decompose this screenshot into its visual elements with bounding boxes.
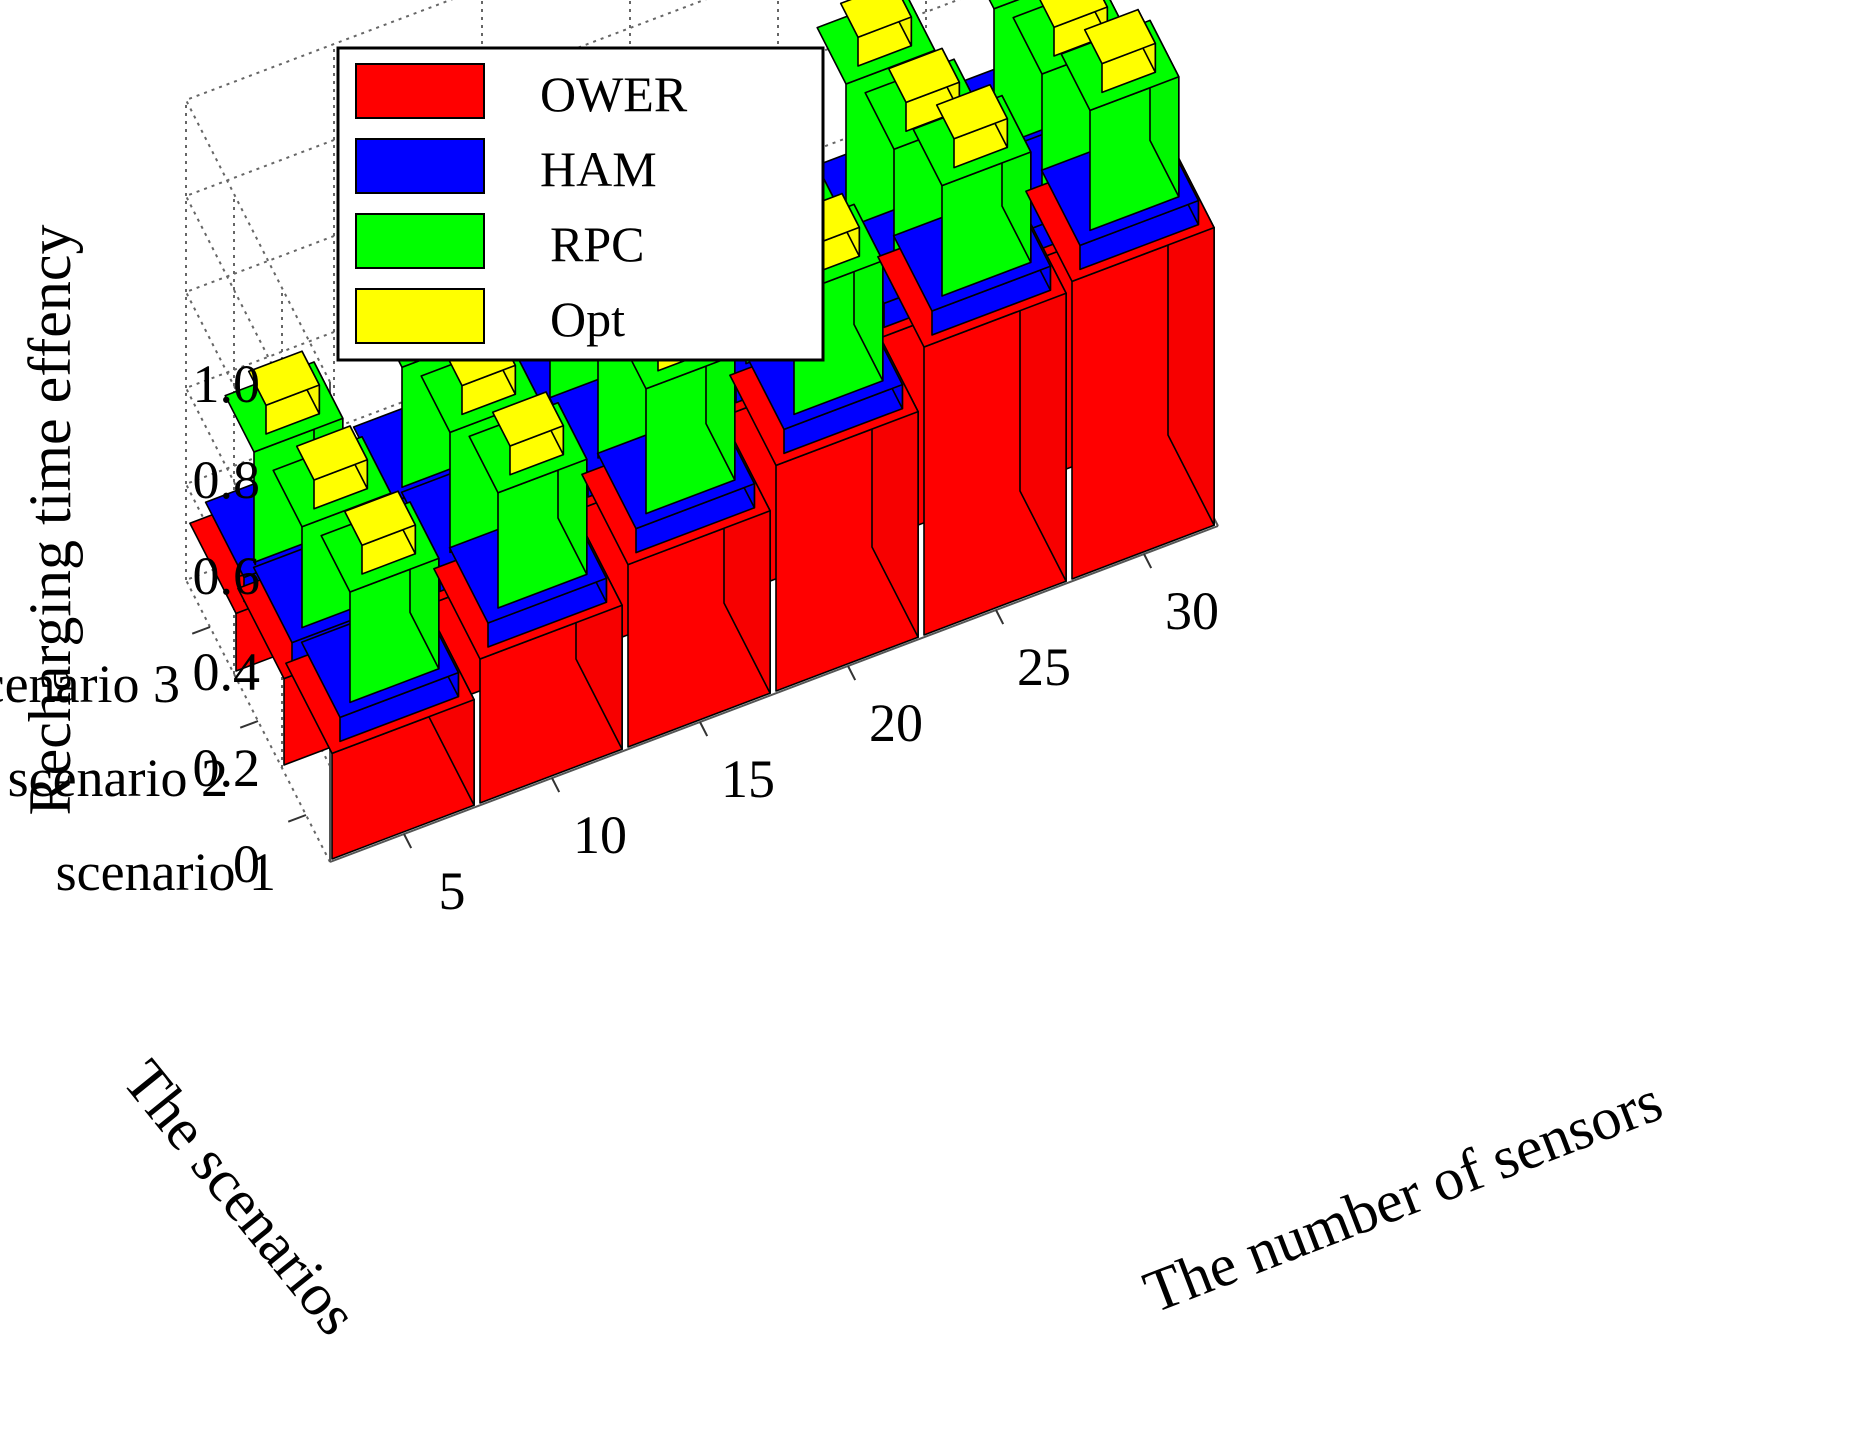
bar-opt-scenario2-30-top	[1039, 0, 1109, 29]
x-tick-label: 10	[573, 805, 627, 865]
bar-opt-scenario3-5-top	[247, 350, 321, 407]
x-tick-mark	[403, 833, 413, 849]
legend-swatch-ower	[355, 63, 485, 119]
legend-label-rpc: RPC	[550, 216, 645, 272]
x-tick-label: 25	[1017, 637, 1071, 697]
x-tick-mark	[551, 777, 561, 793]
y-tick-mark	[191, 626, 211, 635]
y-tick-label: scenario 2	[8, 748, 228, 808]
z-gridline	[184, 0, 454, 383]
x-axis-line	[329, 525, 1219, 863]
z-tick-label: 0.2	[193, 738, 261, 798]
z-tick-label: 0.6	[193, 546, 261, 606]
x-tick-label: 5	[439, 861, 466, 921]
x-tick-label: 30	[1165, 581, 1219, 641]
bar-opt-scenario1-10-top	[491, 391, 565, 447]
bar-opt-scenario1-10	[491, 391, 565, 476]
legend-label-opt: Opt	[550, 291, 625, 347]
z-tick-label: 0	[233, 834, 260, 894]
bar-opt-scenario3-25-top	[839, 0, 913, 39]
legend-label-ower: OWER	[540, 66, 688, 122]
y-tick-label: scenario 1	[56, 842, 276, 902]
bar-opt-scenario1-5	[343, 490, 417, 575]
legend: OWER HAM RPC Opt	[336, 46, 825, 362]
bar-rpc-scenario3-30-top	[988, 0, 1020, 10]
y-tick-mark	[239, 720, 259, 729]
bar-opt-scenario2-25-top	[887, 47, 961, 104]
bar-opt-scenario1-5-top	[343, 490, 417, 547]
bar-opt-scenario2-25	[887, 47, 961, 132]
bar-ower-scenario1-25	[877, 202, 1067, 636]
y-tick-label: scenario 3	[0, 654, 180, 714]
x-axis-title: The number of sensors	[1135, 1067, 1670, 1325]
x-tick-mark	[995, 609, 1005, 625]
bar-opt-scenario3-25	[839, 0, 913, 67]
bar-opt-scenario1-25-top	[935, 84, 1009, 140]
x-tick-label: 15	[721, 749, 775, 809]
y-tick-mark	[287, 814, 307, 823]
legend-swatch-rpc	[355, 213, 485, 269]
bar-opt-scenario2-5-top	[295, 425, 369, 481]
legend-label-ham: HAM	[540, 141, 657, 197]
x-tick-mark	[847, 665, 857, 681]
bar-opt-scenario1-30	[1083, 8, 1157, 94]
x-tick-mark	[699, 721, 709, 737]
z-tick-label: 1.0	[193, 354, 261, 414]
y-axis-title: The scenarios	[111, 1048, 371, 1347]
legend-swatch-ham	[355, 138, 485, 194]
bar-opt-scenario2-5	[295, 425, 369, 510]
x-tick-mark	[1143, 553, 1153, 569]
z-tick-label: 0.8	[193, 450, 261, 510]
bar-opt-scenario1-25	[935, 84, 1009, 169]
legend-swatch-opt	[355, 288, 485, 344]
z-axis-title: Recharging time effency	[17, 225, 83, 816]
bar-opt-scenario3-5	[247, 350, 321, 435]
z-tick-label: 0.4	[193, 642, 261, 702]
tick-label-group: 0 0.2 0.4 0.6 0.8 1.0 5 10 15 20 25 30 scenario 1 sce…	[0, 354, 1219, 921]
bar-opt-scenario1-30-top	[1083, 8, 1157, 65]
x-tick-label: 20	[869, 693, 923, 753]
